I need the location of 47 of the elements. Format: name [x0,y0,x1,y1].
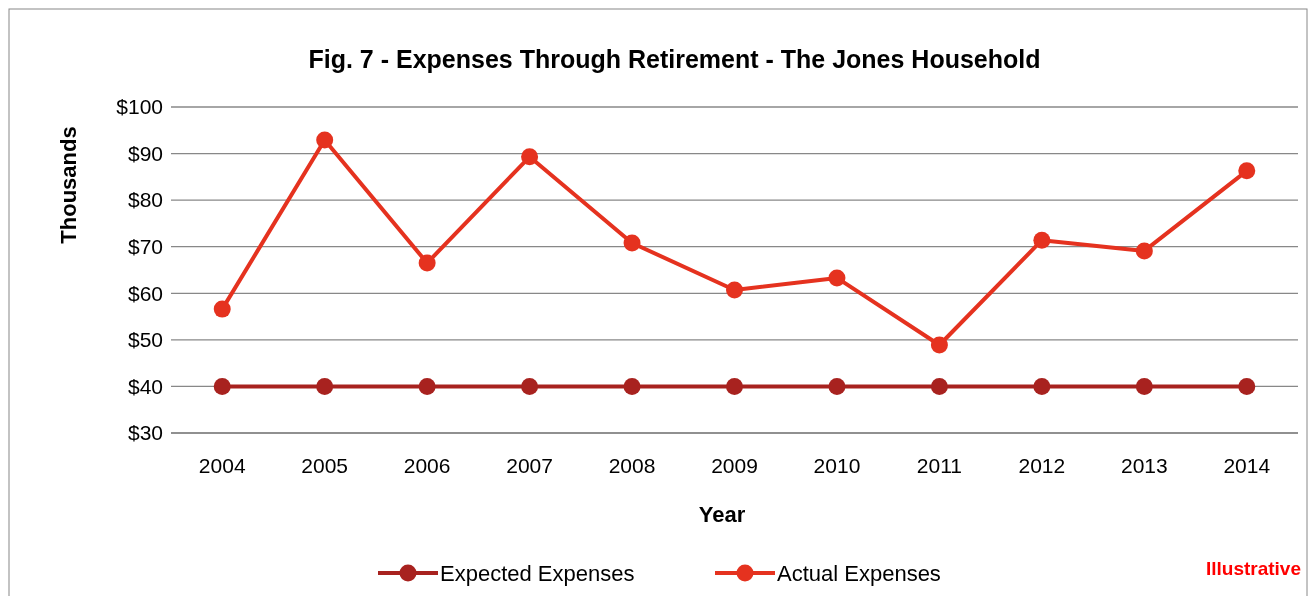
x-tick-label: 2009 [711,454,758,477]
point [316,377,334,395]
point [316,131,334,149]
point [213,377,231,395]
legend-label: Actual Expenses [777,560,941,586]
point [828,269,846,287]
x-tick-label: 2005 [301,454,349,477]
point [1033,231,1051,249]
y-tick-label: $70 [127,235,163,259]
point [521,148,539,166]
x-tick-label: 2010 [813,454,861,477]
text: Illustrative [1205,558,1301,579]
point [930,336,948,354]
y-tick-label: $90 [127,141,163,165]
y-tick-label: $40 [127,374,163,398]
legend-label: Expected Expenses [440,560,635,586]
point [726,281,743,299]
point [930,377,948,395]
point [623,377,641,395]
point [521,377,539,395]
point [213,300,231,318]
x-tick-label: 2008 [608,454,656,477]
x-tick-label: 2007 [506,454,553,477]
point [1238,377,1256,395]
point [623,234,641,252]
point [726,377,743,395]
point [418,377,436,395]
y-tick-label: $80 [127,188,163,212]
y-tick-label: $100 [116,95,163,119]
x-tick-label: 2004 [198,454,246,477]
x-tick-label: 2012 [1018,454,1066,477]
x-tick-label: 2013 [1120,454,1168,477]
point [828,377,846,395]
point [1033,377,1051,395]
y-tick-label: $60 [127,281,163,305]
x-tick-label: 2011 [916,454,962,477]
x-tick-label: 2014 [1223,454,1271,477]
y-axis-title: Thousands [56,126,81,244]
point [1135,377,1153,395]
chart-title: Fig. 7 - Expenses Through Retirement - The Jones Household [308,45,1041,73]
point [1238,162,1256,180]
point [418,254,436,272]
y-tick-label: $30 [127,421,163,445]
y-tick-label: $50 [127,328,163,352]
point [1135,242,1153,260]
x-tick-label: 2006 [403,454,451,477]
x-axis-title: Year [698,502,746,527]
